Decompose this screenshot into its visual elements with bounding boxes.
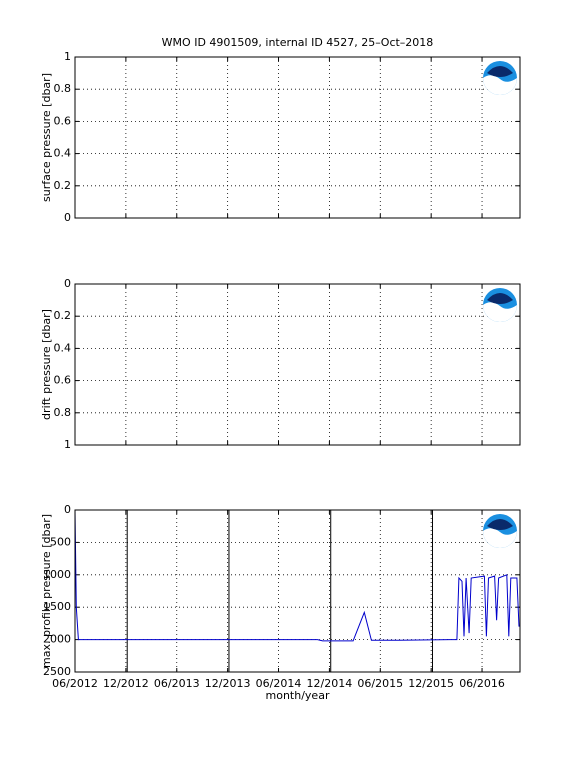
y-tick-label: 1 xyxy=(64,50,71,63)
plot-area xyxy=(75,284,520,445)
y-tick-label: 1500 xyxy=(43,600,71,613)
x-tick-label: 12/2015 xyxy=(408,677,454,690)
y-axis-label: max. profile pressure [dbar] xyxy=(40,514,53,668)
data-line xyxy=(74,509,520,642)
x-tick-label: 12/2014 xyxy=(307,677,353,690)
plot-area xyxy=(75,510,520,672)
y-tick-label: 0.4 xyxy=(54,147,72,160)
y-tick-label: 0.2 xyxy=(54,309,72,322)
y-axis-label: drift pressure [dbar] xyxy=(40,309,53,420)
y-tick-label: 2000 xyxy=(43,633,71,646)
x-tick-label: 06/2015 xyxy=(357,677,403,690)
y-tick-label: 0.8 xyxy=(54,406,72,419)
plot-frame xyxy=(74,509,521,673)
noaa-logo xyxy=(483,514,517,548)
x-tick-label: 06/2016 xyxy=(459,677,505,690)
logo-bird xyxy=(487,293,513,304)
logo-bird xyxy=(487,66,513,77)
y-tick-label: 0.6 xyxy=(54,374,72,387)
y-tick-label: 0.4 xyxy=(54,341,72,354)
plot-frame xyxy=(74,283,521,446)
y-tick-label: 0 xyxy=(64,503,71,516)
chart-title: WMO ID 4901509, internal ID 4527, 25–Oct… xyxy=(162,36,434,49)
y-tick-label: 1 xyxy=(64,438,71,451)
y-tick-label: 0 xyxy=(64,211,71,224)
logo-wave xyxy=(483,75,517,95)
y-tick-label: 0.8 xyxy=(54,82,72,95)
x-tick-label: 06/2012 xyxy=(52,677,98,690)
x-axis-label: month/year xyxy=(266,689,330,702)
y-tick-label: 1000 xyxy=(43,568,71,581)
y-tick-label: 0 xyxy=(64,277,71,290)
logo-wave xyxy=(483,302,517,322)
plot-frame xyxy=(74,56,521,219)
plot-area xyxy=(75,57,520,218)
logo-bird xyxy=(487,519,513,530)
noaa-logo xyxy=(483,288,517,322)
x-tick-label: 12/2013 xyxy=(205,677,251,690)
y-tick-label: 0.2 xyxy=(54,179,72,192)
y-tick-label: 0.6 xyxy=(54,114,72,127)
x-tick-label: 12/2012 xyxy=(103,677,149,690)
x-tick-label: 06/2014 xyxy=(256,677,302,690)
noaa-logo xyxy=(483,61,517,95)
x-tick-label: 06/2013 xyxy=(154,677,200,690)
y-axis-label: surface pressure [dbar] xyxy=(40,73,53,202)
logo-wave xyxy=(483,528,517,548)
y-tick-label: 500 xyxy=(50,535,71,548)
y-tick-label: 2500 xyxy=(43,665,71,678)
